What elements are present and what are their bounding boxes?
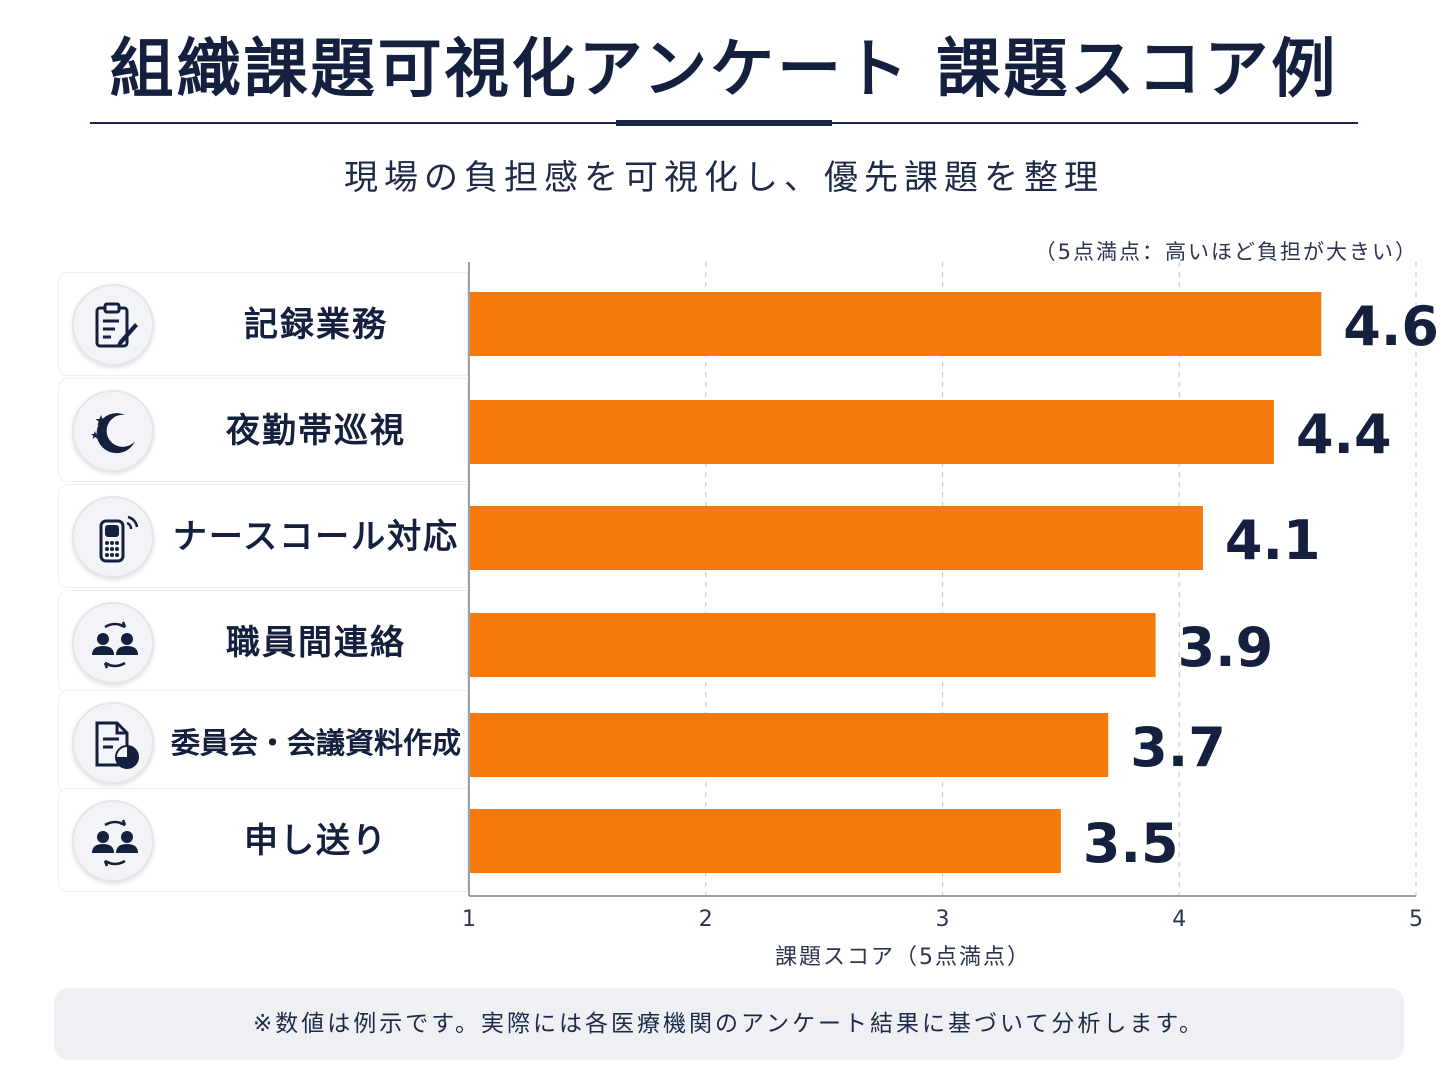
- category-icon: [72, 800, 154, 882]
- category-label: 夜勤帯巡視: [226, 411, 406, 451]
- bar: [469, 613, 1156, 677]
- x-tick-label: 1: [462, 907, 476, 932]
- category-icon: [72, 602, 154, 684]
- category-label: 職員間連絡: [226, 623, 406, 663]
- category-row: ナースコール対応: [58, 484, 468, 588]
- page-subtitle: 現場の負担感を可視化し、優先課題を整理: [344, 158, 1104, 198]
- people-exchange-icon: [92, 621, 138, 669]
- category-row: 夜勤帯巡視: [58, 378, 468, 482]
- x-tick-label: 3: [936, 907, 950, 932]
- people-exchange-icon: [92, 819, 138, 867]
- category-label: ナースコール対応: [172, 517, 460, 557]
- nurse-call-phone-icon: [99, 515, 139, 563]
- bar: [469, 713, 1109, 777]
- category-icon: [72, 284, 154, 366]
- x-axis-title: 課題スコア（5点満点）: [775, 945, 1031, 970]
- bar-value-label: 3.7: [1130, 716, 1226, 779]
- bar-value-label: 3.9: [1178, 616, 1274, 679]
- title-divider-accent: [616, 120, 832, 126]
- bar-value-label: 4.6: [1343, 295, 1439, 358]
- bar: [469, 292, 1322, 356]
- bar-value-label: 4.1: [1225, 509, 1321, 572]
- x-tick-label: 5: [1409, 907, 1423, 932]
- bar-value-label: 4.4: [1296, 403, 1392, 466]
- category-row: 申し送り: [58, 788, 468, 892]
- clipboard-pen-icon: [95, 302, 138, 348]
- category-row: 記録業務: [58, 272, 468, 376]
- bar: [469, 400, 1274, 464]
- category-row: 委員会・会議資料作成: [58, 690, 468, 794]
- category-label: 記録業務: [244, 305, 388, 345]
- category-icon: [72, 496, 154, 578]
- category-label: 委員会・会議資料作成: [171, 726, 462, 760]
- bar-value-label: 3.5: [1083, 812, 1179, 875]
- scale-note: （5点満点：高いほど負担が大きい）: [1034, 240, 1418, 264]
- document-chart-icon: [95, 721, 139, 769]
- bar: [469, 809, 1061, 873]
- disclaimer-note: ※数値は例示です。実際には各医療機関のアンケート結果に基づいて分析します。: [54, 988, 1404, 1060]
- bar: [469, 506, 1203, 570]
- category-icon: [72, 702, 154, 784]
- category-icon: [72, 390, 154, 472]
- page-title: 組織課題可視化アンケート 課題スコア例: [109, 33, 1339, 107]
- x-tick-label: 4: [1172, 907, 1186, 932]
- category-label: 申し送り: [244, 821, 388, 861]
- moon-stars-icon: [91, 413, 135, 454]
- x-tick-label: 2: [699, 907, 713, 932]
- category-row: 職員間連絡: [58, 590, 468, 694]
